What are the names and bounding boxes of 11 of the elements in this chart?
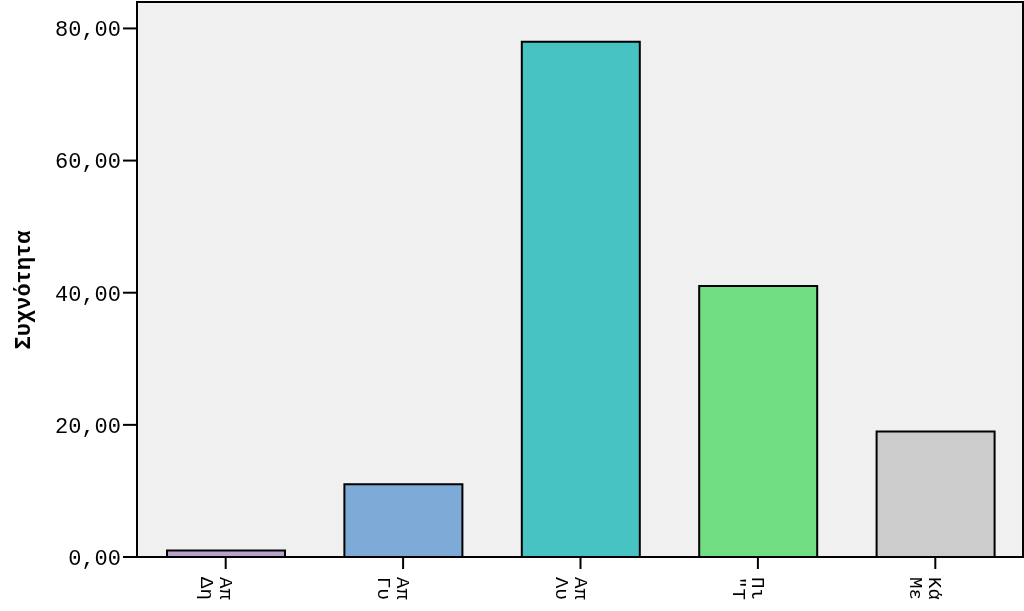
x-tick-label: Πι "Τ (726, 577, 768, 600)
x-tick-label: Απ Γυ (372, 577, 414, 600)
y-tick-label: 80,00 (54, 18, 121, 44)
y-tick-label: 60,00 (54, 150, 121, 176)
y-axis-title: Συχνότητα (12, 229, 37, 350)
x-tick-label: Απ Δη (194, 577, 236, 600)
x-tick-label: Απ Λυ (549, 577, 591, 600)
x-tick-label: Κά Με (904, 577, 946, 600)
y-tick-label: 0,00 (68, 546, 121, 572)
y-tick-label: 40,00 (54, 282, 121, 308)
y-tick-label: 20,00 (54, 414, 121, 440)
